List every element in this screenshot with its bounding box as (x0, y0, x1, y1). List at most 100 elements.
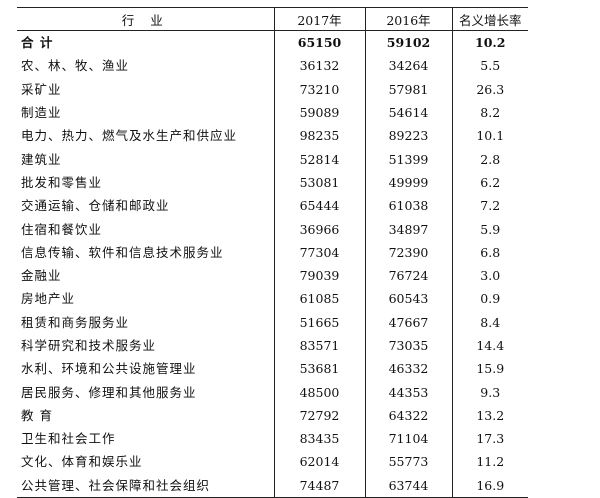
cell-2017: 83571 (273, 333, 365, 358)
cell-growth: 8.4 (451, 310, 528, 334)
table-row: 交通运输、仓储和邮政业 65444 61038 7.2 (17, 194, 528, 218)
cell-2016: 76724 (364, 263, 452, 288)
header-growth: 名义增长率 (451, 7, 528, 31)
table-row: 教 育 72792 64322 13.2 (17, 403, 528, 428)
cell-2017: 77304 (273, 240, 365, 264)
cell-2017: 51665 (273, 310, 365, 334)
header-2017: 2017年 (273, 7, 365, 31)
cell-growth: 5.9 (451, 217, 528, 241)
cell-industry: 合 计 (21, 35, 54, 51)
cell-2016: 44353 (364, 380, 452, 404)
cell-industry: 农、林、牧、渔业 (21, 58, 130, 74)
cell-2016: 55773 (364, 450, 452, 474)
cell-growth: 26.3 (451, 77, 528, 101)
table-row: 科学研究和技术服务业 83571 73035 14.4 (17, 333, 528, 358)
cell-industry: 文化、体育和娱乐业 (21, 454, 143, 470)
cell-industry: 建筑业 (21, 151, 62, 167)
cell-2017: 53681 (273, 357, 365, 381)
table-row: 农、林、牧、渔业 36132 34264 5.5 (17, 54, 528, 78)
cell-2016: 60543 (364, 287, 452, 311)
table-row: 电力、热力、燃气及水生产和供应业 98235 89223 10.1 (17, 124, 528, 148)
cell-2017: 48500 (273, 380, 365, 404)
cell-industry: 采矿业 (21, 81, 62, 97)
cell-2016: 72390 (364, 240, 452, 264)
cell-2016: 49999 (364, 170, 452, 195)
cell-growth: 9.3 (451, 380, 528, 404)
cell-industry: 房地产业 (21, 291, 76, 307)
table-row: 房地产业 61085 60543 0.9 (17, 287, 528, 311)
cell-industry: 卫生和社会工作 (21, 431, 116, 447)
cell-2017: 65444 (273, 194, 365, 218)
cell-2016: 71104 (364, 427, 452, 451)
table-row: 住宿和餐饮业 36966 34897 5.9 (17, 217, 528, 241)
cell-2016: 73035 (364, 333, 452, 358)
cell-2017: 62014 (273, 450, 365, 474)
table-row-total: 合 计 65150 59102 10.2 (17, 30, 528, 55)
cell-industry: 批发和零售业 (21, 174, 103, 190)
cell-industry: 教 育 (21, 407, 53, 423)
cell-industry: 水利、环境和公共设施管理业 (21, 361, 197, 377)
wage-table-container: 行 业 2017年 2016年 名义增长率 合 计 65150 59102 10.2 农… (17, 7, 528, 498)
cell-growth: 15.9 (451, 357, 528, 381)
cell-growth: 3.0 (451, 263, 528, 288)
cell-growth: 13.2 (451, 403, 528, 428)
cell-growth: 2.8 (451, 147, 528, 171)
cell-industry: 居民服务、修理和其他服务业 (21, 384, 197, 400)
table-row: 水利、环境和公共设施管理业 53681 46332 15.9 (17, 357, 528, 381)
cell-industry: 租赁和商务服务业 (21, 314, 130, 330)
cell-growth: 6.2 (451, 170, 528, 195)
cell-2017: 83435 (273, 427, 365, 451)
cell-industry: 住宿和餐饮业 (21, 221, 103, 237)
table-body: 合 计 65150 59102 10.2 农、林、牧、渔业 36132 34264 5.5 采矿… (17, 30, 528, 498)
table-header: 行 业 2017年 2016年 名义增长率 (17, 7, 528, 31)
cell-growth: 5.5 (451, 54, 528, 78)
cell-2017: 59089 (273, 100, 365, 125)
header-2016: 2016年 (364, 7, 452, 31)
cell-2016: 51399 (364, 147, 452, 171)
wage-table: 行 业 2017年 2016年 名义增长率 合 计 65150 59102 10.2 农… (17, 7, 528, 498)
cell-industry: 金融业 (21, 268, 62, 284)
cell-2017: 65150 (273, 30, 365, 55)
table-row: 制造业 59089 54614 8.2 (17, 100, 528, 125)
cell-2016: 54614 (364, 100, 452, 125)
cell-2016: 46332 (364, 357, 452, 381)
cell-2016: 89223 (364, 124, 452, 148)
cell-growth: 0.9 (451, 287, 528, 311)
table-row: 公共管理、社会保障和社会组织 74487 63744 16.9 (17, 473, 528, 498)
cell-industry: 信息传输、软件和信息技术服务业 (21, 244, 224, 260)
cell-industry: 交通运输、仓储和邮政业 (21, 198, 170, 214)
cell-2016: 57981 (364, 77, 452, 101)
cell-2017: 72792 (273, 403, 365, 428)
cell-growth: 6.8 (451, 240, 528, 264)
cell-industry: 科学研究和技术服务业 (21, 338, 157, 353)
cell-2017: 98235 (273, 124, 365, 148)
cell-industry: 电力、热力、燃气及水生产和供应业 (21, 128, 238, 144)
cell-2016: 61038 (364, 194, 452, 218)
table-row: 金融业 79039 76724 3.0 (17, 263, 528, 288)
cell-growth: 10.2 (451, 30, 528, 55)
cell-2017: 74487 (273, 473, 365, 498)
table-row: 采矿业 73210 57981 26.3 (17, 77, 528, 101)
cell-industry: 公共管理、社会保障和社会组织 (17, 473, 274, 498)
header-industry: 行 业 (17, 7, 274, 31)
table-row: 居民服务、修理和其他服务业 48500 44353 9.3 (17, 380, 528, 404)
cell-2017: 36132 (273, 54, 365, 78)
cell-2017: 79039 (273, 263, 365, 288)
cell-industry: 制造业 (21, 105, 62, 121)
table-row: 信息传输、软件和信息技术服务业 77304 72390 6.8 (17, 240, 528, 264)
table-row: 卫生和社会工作 83435 71104 17.3 (17, 427, 528, 451)
table-row: 文化、体育和娱乐业 62014 55773 11.2 (17, 450, 528, 474)
table-row: 建筑业 52814 51399 2.8 (17, 147, 528, 171)
cell-2016: 34897 (364, 217, 452, 241)
cell-growth: 16.9 (451, 473, 528, 498)
cell-2017: 52814 (273, 147, 365, 171)
cell-2017: 53081 (273, 170, 365, 195)
cell-2017: 73210 (273, 77, 365, 101)
table-row: 批发和零售业 53081 49999 6.2 (17, 170, 528, 195)
cell-2016: 34264 (364, 54, 452, 78)
cell-growth: 10.1 (451, 124, 528, 148)
cell-2017: 61085 (273, 287, 365, 311)
cell-growth: 7.2 (451, 194, 528, 218)
cell-2016: 63744 (364, 473, 452, 498)
cell-growth: 11.2 (451, 450, 528, 474)
